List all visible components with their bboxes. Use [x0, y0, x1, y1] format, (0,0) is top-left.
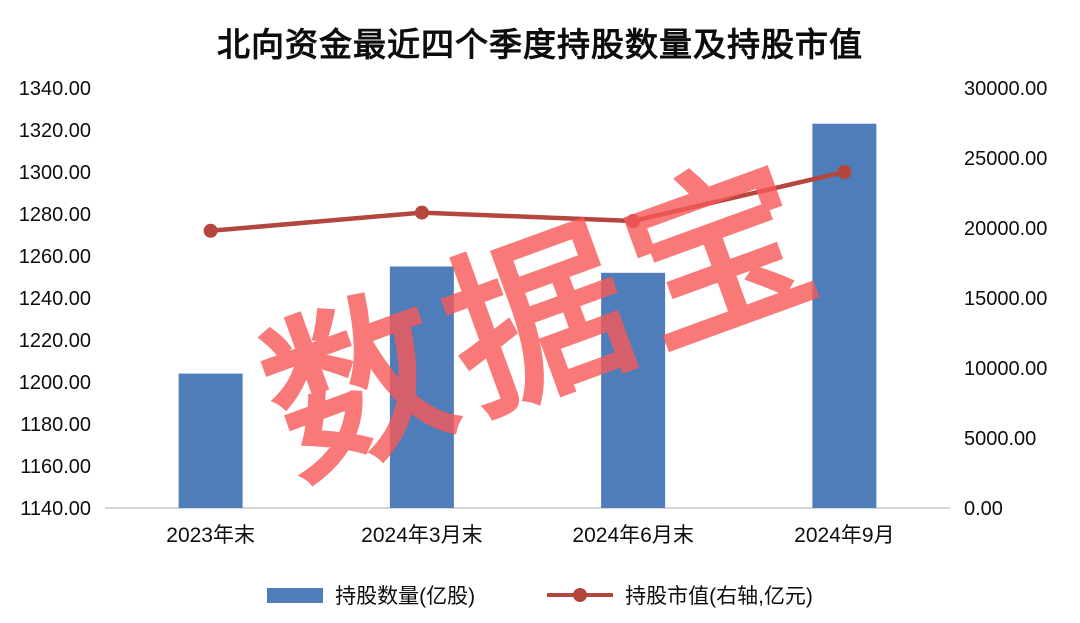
line-marker-2024年6月末: [626, 214, 641, 228]
right-axis-tick-label: 30000.00: [964, 78, 1047, 100]
right-axis-tick-label: 0.00: [964, 498, 1003, 520]
bar-2024年3月末: [389, 266, 454, 508]
x-axis-category-label: 2024年3月末: [361, 524, 482, 547]
bar-2024年9月: [812, 123, 877, 508]
left-axis-tick-label: 1240.00: [19, 288, 91, 310]
right-axis-tick-label: 5000.00: [964, 428, 1036, 450]
right-axis-tick-label: 25000.00: [964, 148, 1047, 170]
right-axis-tick-label: 15000.00: [964, 288, 1047, 310]
chart-title: 北向资金最近四个季度持股数量及持股市值: [217, 26, 863, 63]
left-axis-tick-label: 1140.00: [20, 498, 91, 520]
right-axis-tick-label: 20000.00: [964, 218, 1047, 240]
x-axis-category-label: 2023年末: [166, 524, 255, 547]
legend-label-bar-series: 持股数量(亿股): [335, 585, 476, 608]
x-axis-category-label: 2024年6月末: [572, 524, 693, 547]
left-axis-tick-label: 1280.00: [19, 204, 91, 226]
right-axis-tick-label: 10000.00: [964, 358, 1047, 380]
bar-series-swatch-icon: [267, 587, 324, 603]
line-marker-2024年9月: [837, 165, 852, 179]
legend-item-bar-series: 持股数量(亿股): [267, 580, 475, 610]
line-marker-2023年末: [203, 223, 218, 238]
left-axis-tick-label: 1220.00: [19, 330, 91, 352]
line-marker-2024年3月末: [414, 205, 429, 220]
legend: 持股数量(亿股) 持股市值(右轴,亿元): [0, 580, 1080, 610]
line-series-swatch-icon: [547, 587, 614, 603]
left-axis-tick-label: 1320.00: [19, 120, 91, 142]
legend-label-line-series: 持股市值(右轴,亿元): [625, 585, 813, 608]
bar-2023年末: [178, 373, 243, 508]
left-axis-tick-label: 1180.00: [20, 414, 91, 436]
x-axis-category-label: 2024年9月: [794, 524, 894, 547]
left-axis-tick-label: 1300.00: [19, 162, 91, 184]
left-axis-tick-label: 1160.00: [20, 456, 91, 478]
line-series-path: [210, 169, 845, 234]
left-axis-tick-label: 1260.00: [19, 246, 91, 268]
line-swatch-marker: [573, 588, 588, 602]
left-axis-tick-label: 1200.00: [19, 372, 91, 394]
legend-item-line-series: 持股市值(右轴,亿元): [547, 580, 813, 610]
left-axis-tick-label: 1340.00: [19, 78, 91, 100]
bar-2024年6月末: [601, 272, 666, 508]
